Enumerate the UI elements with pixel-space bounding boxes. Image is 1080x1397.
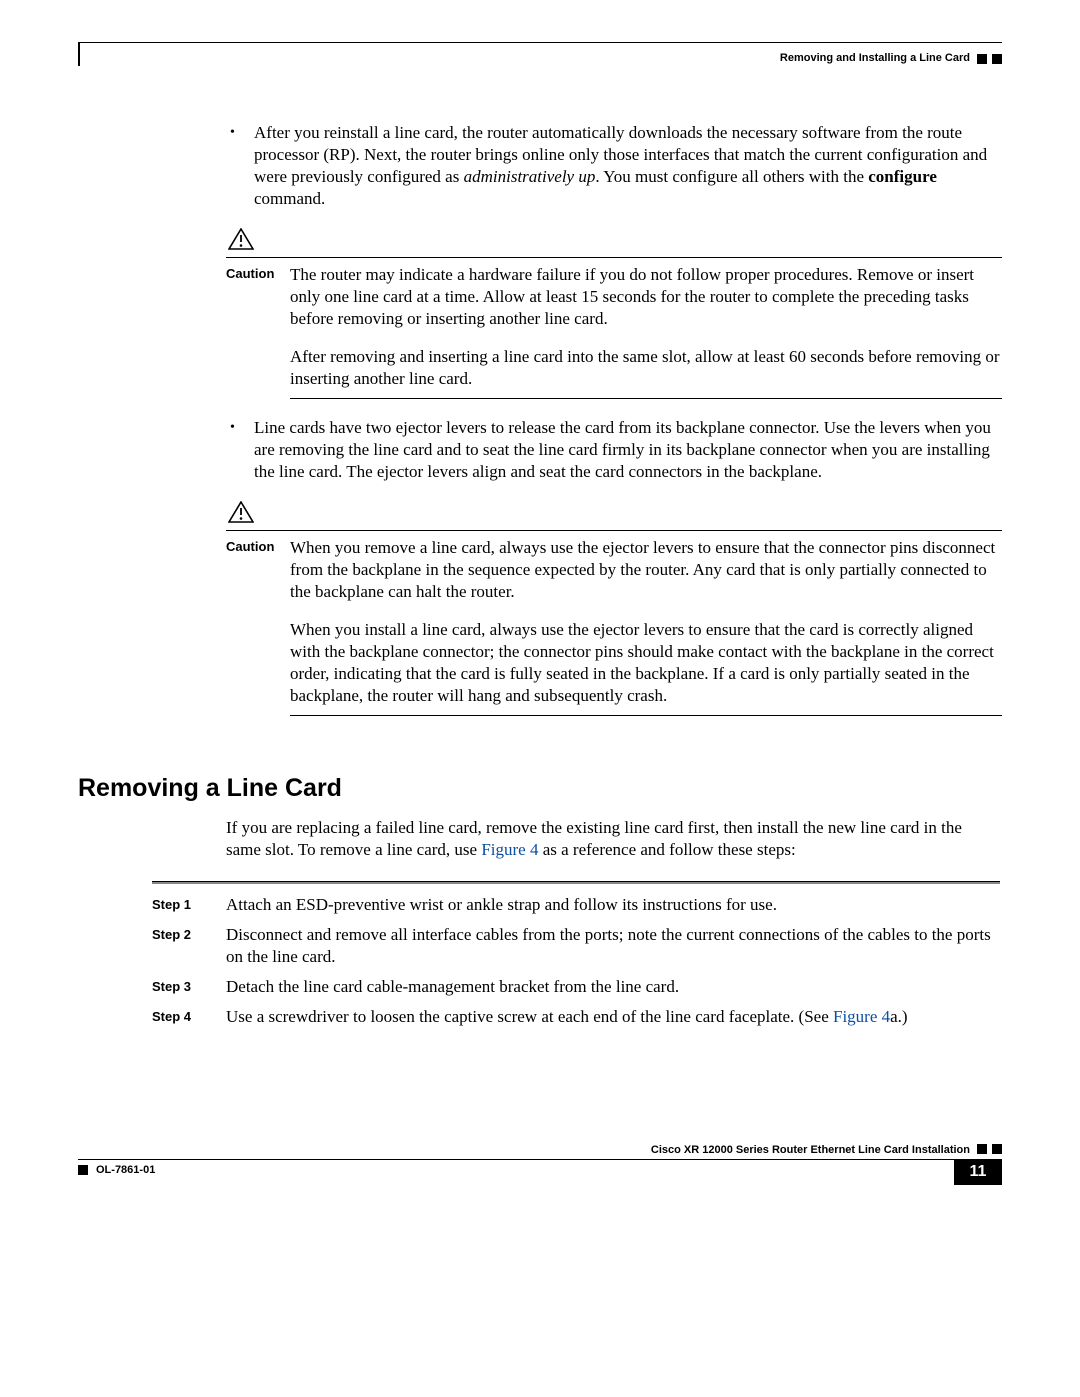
bullet-text: After you reinstall a line card, the rou… [254,122,996,210]
bold-text: configure [868,167,937,186]
bullet-text: Line cards have two ejector levers to re… [254,417,996,483]
step-label: Step 3 [152,976,226,998]
caution-label: Caution [226,537,290,707]
step-row: Step 4 Use a screwdriver to loosen the c… [152,1006,1000,1028]
section-heading: Removing a Line Card [78,774,1002,803]
bullet-marker: • [226,417,254,483]
header-square-icon [992,54,1002,64]
step-text: Use a screwdriver to loosen the captive … [226,1006,908,1028]
footer-square-icon [78,1165,88,1175]
caution-triangle-icon [228,501,254,523]
caution-paragraph: After removing and inserting a line card… [290,346,1002,390]
figure-link[interactable]: Figure 4 [833,1007,890,1026]
step-label: Step 1 [152,894,226,916]
step-row: Step 2 Disconnect and remove all interfa… [152,924,1000,968]
footer-doc-number: OL-7861-01 [96,1164,155,1176]
caution-top-rule [290,257,1002,258]
bullet-item: • After you reinstall a line card, the r… [226,122,996,210]
caution-top-rule [290,530,1002,531]
footer-square-icon [977,1144,987,1154]
text: Use a screwdriver to loosen the captive … [226,1007,833,1026]
footer-rule [78,1159,1002,1160]
step-label: Step 2 [152,924,226,968]
italic-text: administratively up [464,167,596,186]
caution-block: Caution When you remove a line card, alw… [226,501,1002,716]
header-square-icon [977,54,987,64]
caution-paragraph: The router may indicate a hardware failu… [290,264,1002,330]
page-number: 11 [954,1159,1002,1185]
step-text: Detach the line card cable-management br… [226,976,679,998]
step-label: Step 4 [152,1006,226,1028]
caution-paragraph: When you install a line card, always use… [290,619,1002,707]
caution-triangle-icon [228,228,254,250]
bullet-item: • Line cards have two ejector levers to … [226,417,996,483]
bullet-marker: • [226,122,254,210]
page-content: • After you reinstall a line card, the r… [78,122,1002,1036]
footer-square-icon [992,1144,1002,1154]
step-row: Step 1 Attach an ESD-preventive wrist or… [152,894,1000,916]
header-vertical-rule [78,42,80,66]
text: command. [254,189,325,208]
section-intro: If you are replacing a failed line card,… [226,817,996,861]
caution-paragraph: When you remove a line card, always use … [290,537,1002,603]
footer-doc-title: Cisco XR 12000 Series Router Ethernet Li… [651,1144,970,1156]
step-row: Step 3 Detach the line card cable-manage… [152,976,1000,998]
figure-link[interactable]: Figure 4 [481,840,538,859]
text: . You must configure all others with the [595,167,868,186]
document-page: Removing and Installing a Line Card • Af… [78,42,1002,1362]
text: as a reference and follow these steps: [538,840,795,859]
step-text: Attach an ESD-preventive wrist or ankle … [226,894,777,916]
steps-top-rule [152,881,1000,884]
caution-bottom-rule [290,398,1002,399]
header-section-title: Removing and Installing a Line Card [780,52,970,64]
caution-label: Caution [226,264,290,390]
header-rule [78,42,1002,43]
caution-block: Caution The router may indicate a hardwa… [226,228,1002,399]
caution-bottom-rule [290,715,1002,716]
text: a.) [890,1007,907,1026]
step-text: Disconnect and remove all interface cabl… [226,924,1000,968]
